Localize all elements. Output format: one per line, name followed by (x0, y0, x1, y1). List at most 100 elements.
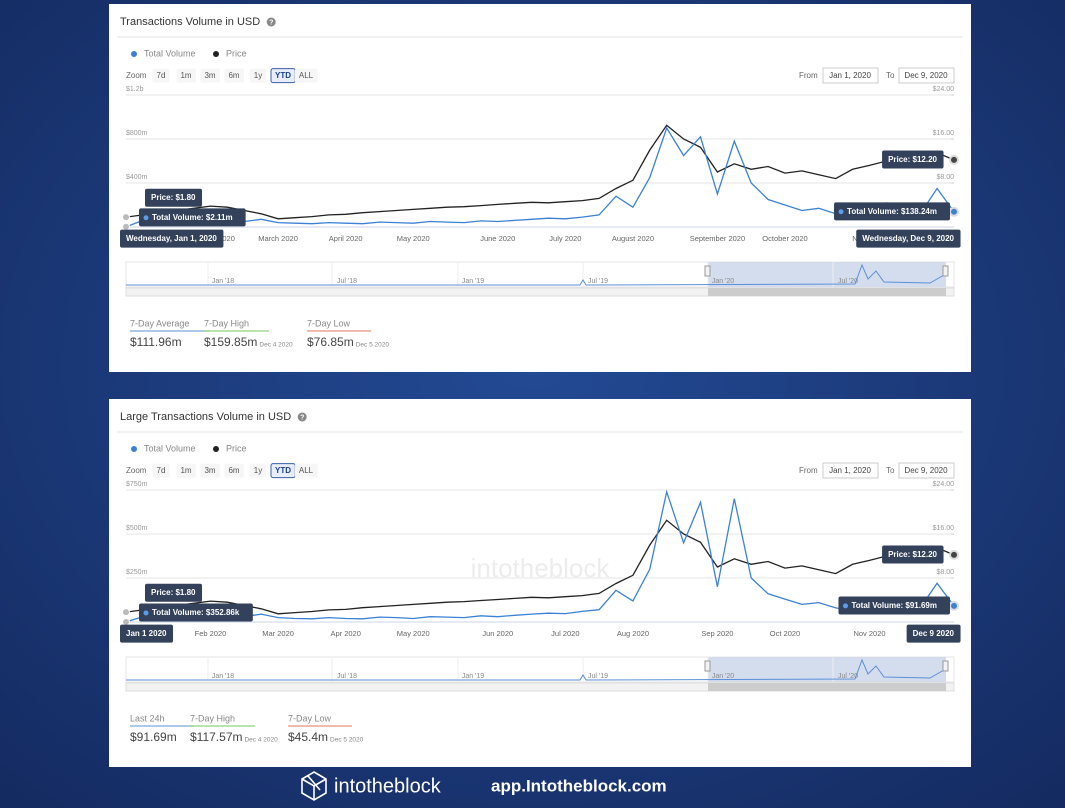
navigator-label: Jan '18 (212, 278, 234, 285)
help-icon[interactable] (297, 412, 307, 422)
y2-tick-label: $24.00 (933, 481, 955, 488)
x-tick-label: April 2020 (329, 234, 363, 243)
legend-label[interactable]: Price (226, 48, 247, 58)
x-tick-label: May 2020 (397, 234, 430, 243)
tooltip-date: Dec 9 2020 (913, 629, 955, 638)
tooltip-dot (838, 209, 844, 215)
zoom-button[interactable]: 6m (228, 71, 239, 80)
watermark: intotheblock (471, 553, 611, 583)
navigator-label: Jan '18 (212, 673, 234, 680)
zoom-button[interactable]: 1y (254, 466, 262, 475)
x-tick-label: May 2020 (397, 629, 430, 638)
series-line (125, 126, 955, 228)
scrollbar[interactable] (125, 682, 955, 692)
x-tick-label: June 2020 (480, 234, 515, 243)
x-tick-label: Apr 2020 (330, 629, 360, 638)
x-tick-label: August 2020 (612, 234, 654, 243)
zoom-button[interactable]: 6m (228, 466, 239, 475)
navigator-handle[interactable] (942, 265, 949, 277)
y2-tick-label: $8.00 (936, 174, 954, 181)
x-tick-label: March 2020 (258, 234, 298, 243)
zoom-button-bg (294, 463, 318, 478)
zoom-button[interactable]: 1m (180, 71, 191, 80)
tooltip-date: Jan 1 2020 (126, 629, 167, 638)
point-marker (122, 222, 130, 231)
zoom-button[interactable]: 1m (180, 466, 191, 475)
navigator-handle[interactable] (942, 660, 949, 672)
zoom-button[interactable]: ALL (299, 466, 314, 475)
stat-label: 7-Day Average (130, 318, 189, 328)
zoom-button[interactable]: YTD (275, 71, 291, 80)
zoom-button[interactable]: 1y (254, 71, 262, 80)
zoom-button-bg (176, 68, 196, 83)
to-value[interactable]: Dec 9, 2020 (904, 71, 948, 80)
to-input[interactable] (898, 462, 955, 479)
zoom-button[interactable]: 3m (204, 71, 215, 80)
legend-label[interactable]: Price (226, 443, 247, 453)
zoom-button-bg (224, 68, 244, 83)
stat-label: 7-Day Low (288, 713, 332, 723)
zoom-button-bg (200, 463, 220, 478)
zoom-button[interactable]: 7d (157, 71, 166, 80)
zoom-button[interactable]: YTD (275, 466, 291, 475)
tooltip-volume: Total Volume: $2.11m (152, 213, 233, 222)
to-value[interactable]: Dec 9, 2020 (904, 466, 948, 475)
help-icon-text: ? (300, 414, 304, 421)
zoom-button-bg (249, 463, 267, 478)
stat-value: $111.96m (130, 335, 182, 349)
zoom-button-bg (152, 463, 170, 478)
stat-label: 7-Day Low (307, 318, 351, 328)
tooltip-date-bg (120, 624, 174, 643)
navigator-selection[interactable] (708, 657, 946, 682)
series-line (125, 489, 955, 623)
from-value[interactable]: Jan 1, 2020 (829, 71, 871, 80)
x-tick-label: Jul 2020 (551, 629, 579, 638)
chart-title: Transactions Volume in USD (120, 16, 260, 28)
from-value[interactable]: Jan 1, 2020 (829, 466, 871, 475)
tooltip-date-bg (120, 229, 224, 248)
scrollbar-thumb[interactable] (708, 288, 946, 296)
card (109, 399, 971, 767)
navigator-handle[interactable] (704, 265, 711, 277)
legend-label[interactable]: Total Volume (144, 443, 196, 453)
from-input[interactable] (822, 462, 879, 479)
x-tick-label: September 2020 (690, 234, 745, 243)
to-label: To (886, 71, 895, 80)
tooltip-price: Price: $1.80 (151, 193, 196, 202)
zoom-button[interactable]: 3m (204, 466, 215, 475)
point-marker (122, 213, 130, 222)
legend-label[interactable]: Total Volume (144, 48, 196, 58)
tooltip-volume-bg (139, 603, 253, 622)
tooltip-price-bg (145, 188, 203, 207)
scrollbar[interactable] (125, 287, 955, 297)
tooltip-date-bg (906, 624, 961, 643)
x-tick-label: Mar 2020 (262, 629, 294, 638)
legend-marker[interactable] (131, 446, 137, 452)
point-marker (122, 617, 130, 626)
legend-marker[interactable] (213, 446, 219, 452)
x-tick-label: Nov 2020 (853, 629, 885, 638)
tooltip-date-bg (856, 229, 961, 248)
stat-date: Dec 4 2020 (259, 342, 293, 349)
legend-marker[interactable] (213, 51, 219, 57)
zoom-button-bg (200, 68, 220, 83)
to-input[interactable] (898, 67, 955, 84)
scrollbar-thumb[interactable] (708, 683, 946, 691)
zoom-button-bg (224, 463, 244, 478)
point-marker (949, 154, 959, 165)
from-label: From (799, 466, 818, 475)
from-input[interactable] (822, 67, 879, 84)
navigator-selection[interactable] (708, 262, 946, 287)
zoom-button-bg (249, 68, 267, 83)
zoom-button[interactable]: 7d (157, 466, 166, 475)
series-line (125, 124, 955, 220)
point-marker (949, 206, 959, 217)
help-icon[interactable] (266, 17, 276, 27)
stat-date: Dec 4 2020 (244, 737, 278, 744)
legend-marker[interactable] (131, 51, 137, 57)
zoom-button[interactable]: ALL (299, 71, 314, 80)
help-icon-text: ? (269, 19, 273, 26)
series-line (125, 519, 955, 615)
navigator-handle[interactable] (704, 660, 711, 672)
